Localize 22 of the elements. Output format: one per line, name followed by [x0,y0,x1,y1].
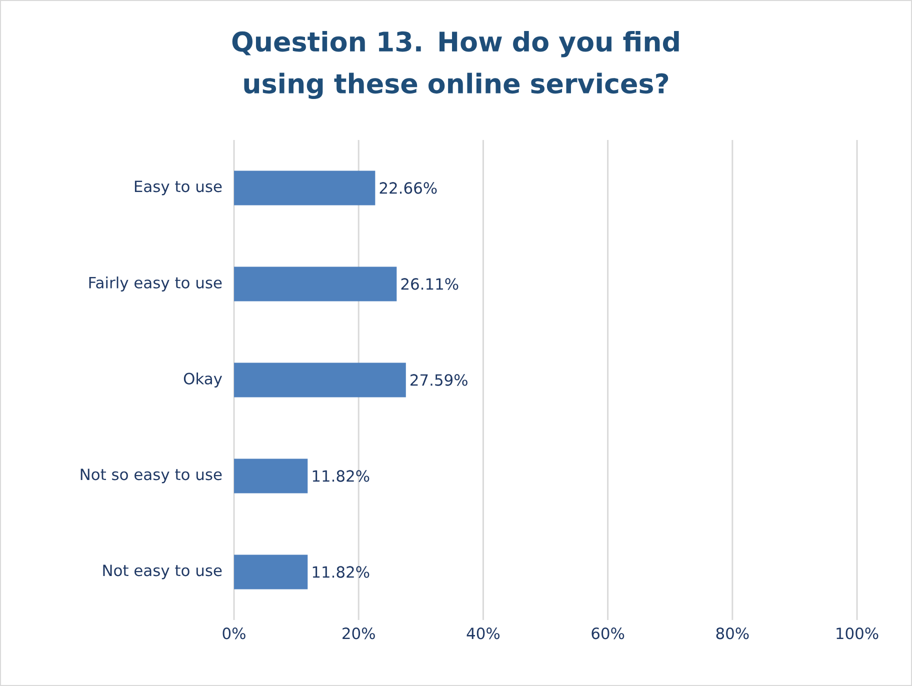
x-tick-label: 40% [466,628,500,640]
data-label: 11.82% [312,470,370,482]
bar [234,266,397,302]
y-tick-label: Not easy to use [103,564,222,580]
bar [234,554,308,590]
y-tick-label: Okay [184,372,222,388]
bar [234,458,308,494]
x-tick-label: 100% [836,628,878,640]
chart-title: Question 13. How do you find using these online services? [232,30,679,100]
bar [234,170,376,206]
bar [234,362,406,398]
y-tick-label: Not so easy to use [80,468,222,484]
y-tick-label: Fairly easy to use [89,276,222,292]
x-tick-label: 0% [222,628,246,640]
x-tick-label: 20% [342,628,375,640]
x-tick-label: 80% [716,628,749,640]
data-label: 26.11% [401,278,458,290]
y-tick-label: Easy to use [134,180,222,196]
data-label: 27.59% [410,374,468,386]
data-label: 22.66% [380,182,437,194]
data-label: 11.82% [312,566,370,578]
x-tick-label: 60% [592,628,624,640]
